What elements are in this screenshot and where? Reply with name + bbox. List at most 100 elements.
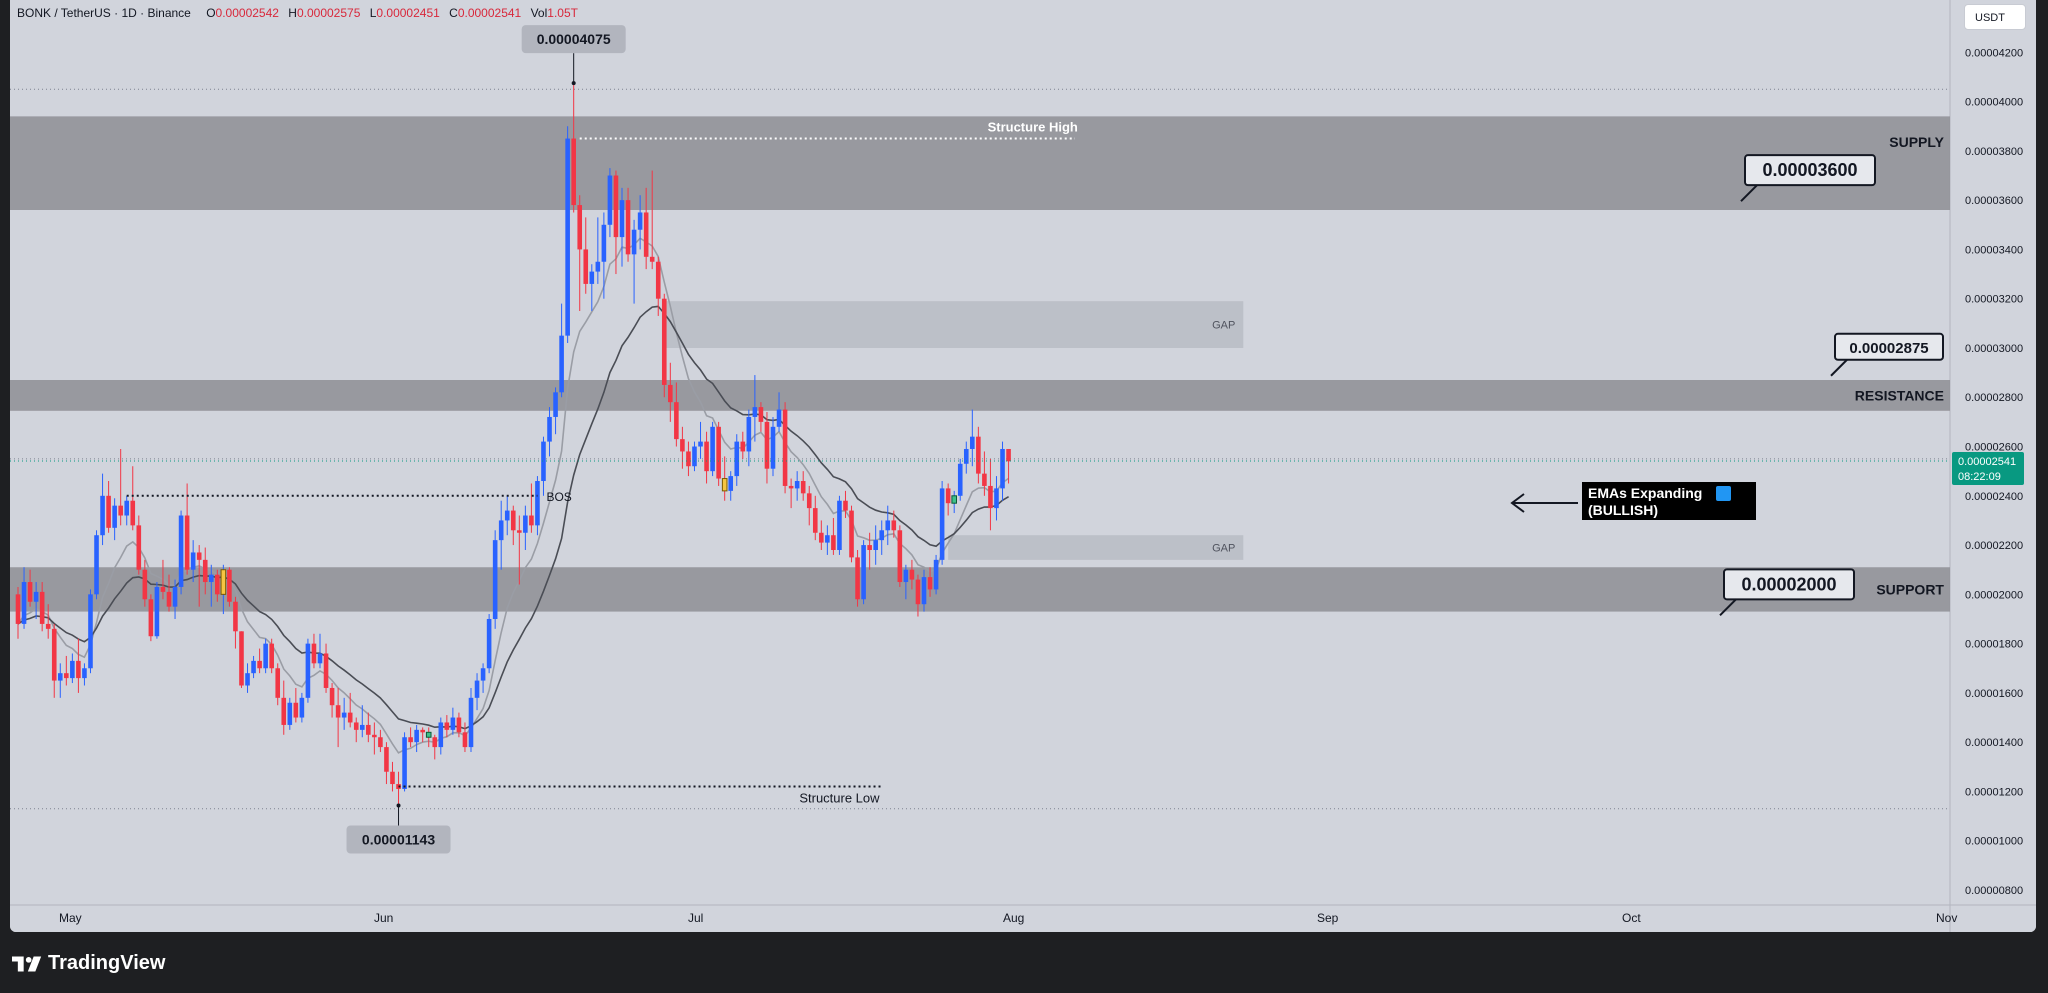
candle-body <box>293 702 299 718</box>
open-value: 0.00002542 <box>215 6 279 20</box>
candle-body <box>553 392 558 417</box>
price-axis-tick: 0.00001600 <box>1965 688 2023 700</box>
volume-label: Vol <box>530 6 548 20</box>
candle-body <box>21 582 27 624</box>
price-axis-tick: 0.00002400 <box>1965 491 2023 503</box>
candle-body <box>945 488 951 504</box>
candle-body <box>565 138 570 336</box>
price-axis-tick: 0.00003000 <box>1965 343 2023 355</box>
price-axis-tick: 0.00000800 <box>1965 885 2023 897</box>
candle-body <box>837 500 842 550</box>
candle-body <box>136 525 142 570</box>
candle-body <box>559 335 564 393</box>
chart-frame[interactable]: SUPPLY RESISTANCE SUPPORT GAP GAP BOS Structur… <box>10 0 2036 932</box>
candle-body <box>668 384 673 403</box>
candle-body <box>456 717 462 733</box>
tradingview-brand[interactable]: TradingView <box>12 952 165 975</box>
candle-body <box>855 557 860 600</box>
time-axis-tick: Oct <box>1622 911 1641 925</box>
candle-body <box>788 485 794 489</box>
zone-label-resistance: RESISTANCE <box>1855 387 1944 403</box>
candle-body <box>486 618 492 669</box>
candle-body <box>100 495 105 536</box>
candle-body <box>245 673 250 686</box>
candle-body <box>444 722 450 730</box>
candle-body <box>468 697 474 748</box>
gap-zone-1 <box>664 301 1244 348</box>
bos-label: BOS <box>546 490 571 504</box>
candle-body <box>957 463 963 496</box>
zone-support <box>10 567 1950 612</box>
candle-body <box>891 520 897 531</box>
candle-body <box>215 574 220 595</box>
candle-body <box>915 579 921 605</box>
candle-body <box>619 200 625 238</box>
candle-body <box>408 737 413 743</box>
time-axis-tick: Sep <box>1317 911 1339 925</box>
candle-body <box>849 510 854 558</box>
chart-canvas[interactable]: SUPPLY RESISTANCE SUPPORT GAP GAP BOS Structur… <box>10 0 2036 932</box>
candle-body <box>39 591 45 624</box>
price-axis-tick: 0.00003200 <box>1965 294 2023 306</box>
candle-body <box>607 175 613 225</box>
candle-body <box>721 478 728 492</box>
candle-body <box>728 476 734 491</box>
currency-button[interactable]: USDT <box>1964 4 2026 30</box>
volume-value: 1.05T <box>547 6 578 20</box>
candle-body <box>951 495 958 504</box>
candle-body <box>70 660 75 679</box>
candle-body <box>758 407 764 422</box>
candle-body <box>643 212 649 257</box>
candle-body <box>378 737 383 748</box>
low-label: L <box>369 6 377 20</box>
candle-body <box>51 628 57 681</box>
price-axis-tick: 0.00003600 <box>1965 195 2023 207</box>
candle-body <box>649 256 655 262</box>
candle-body <box>480 668 486 681</box>
candle-body <box>202 559 208 583</box>
last-price-value: 0.00002541 <box>1958 456 2016 468</box>
candle-body <box>474 680 480 698</box>
candle-body <box>287 702 293 725</box>
candle-body <box>800 481 806 494</box>
candle-body <box>390 771 395 785</box>
symbol-title[interactable]: BONK / TetherUS · 1D · Binance <box>17 6 191 20</box>
candle-body <box>734 441 740 477</box>
candle-body <box>933 559 939 590</box>
low-value: 0.00002451 <box>376 6 440 20</box>
price-axis-tick: 0.00003400 <box>1965 244 2023 256</box>
price-label-dot-2 <box>396 803 401 808</box>
price-axis-tick: 0.00001200 <box>1965 786 2023 798</box>
candle-body <box>831 535 836 550</box>
brand-name: TradingView <box>48 952 166 974</box>
ema-arrow-icon <box>1510 493 1578 513</box>
candle-body <box>359 724 365 730</box>
candle-body <box>825 535 830 543</box>
candle-body <box>45 623 51 629</box>
structure-low-label: Structure Low <box>799 791 880 806</box>
candle-body <box>160 586 166 592</box>
callout-box-1 <box>1744 154 1876 187</box>
candle-body <box>275 668 281 698</box>
candle-body <box>710 426 715 472</box>
candle-body <box>263 643 268 669</box>
candle-body <box>281 697 287 725</box>
candle-body <box>976 436 981 474</box>
candle-body <box>843 500 848 511</box>
ema-annotation-emoji-icon <box>1716 486 1731 501</box>
candle-body <box>227 569 232 602</box>
candle-body <box>921 577 927 605</box>
callout-text-2: 0.00002875 <box>1849 340 1928 357</box>
candle-body <box>686 451 691 467</box>
candle-body <box>420 729 425 733</box>
candle-body <box>366 724 371 735</box>
time-axis-tick: May <box>59 911 82 925</box>
time-axis-tick: Jul <box>688 911 703 925</box>
candle-body <box>166 591 172 607</box>
price-axis-tick: 0.00001800 <box>1965 639 2023 651</box>
candle-body <box>595 261 601 272</box>
candle-body <box>601 224 607 262</box>
price-axis-tick: 0.00004200 <box>1965 47 2023 59</box>
callout-text-3: 0.00002000 <box>1741 574 1836 594</box>
price-label-box-1 <box>521 25 626 54</box>
